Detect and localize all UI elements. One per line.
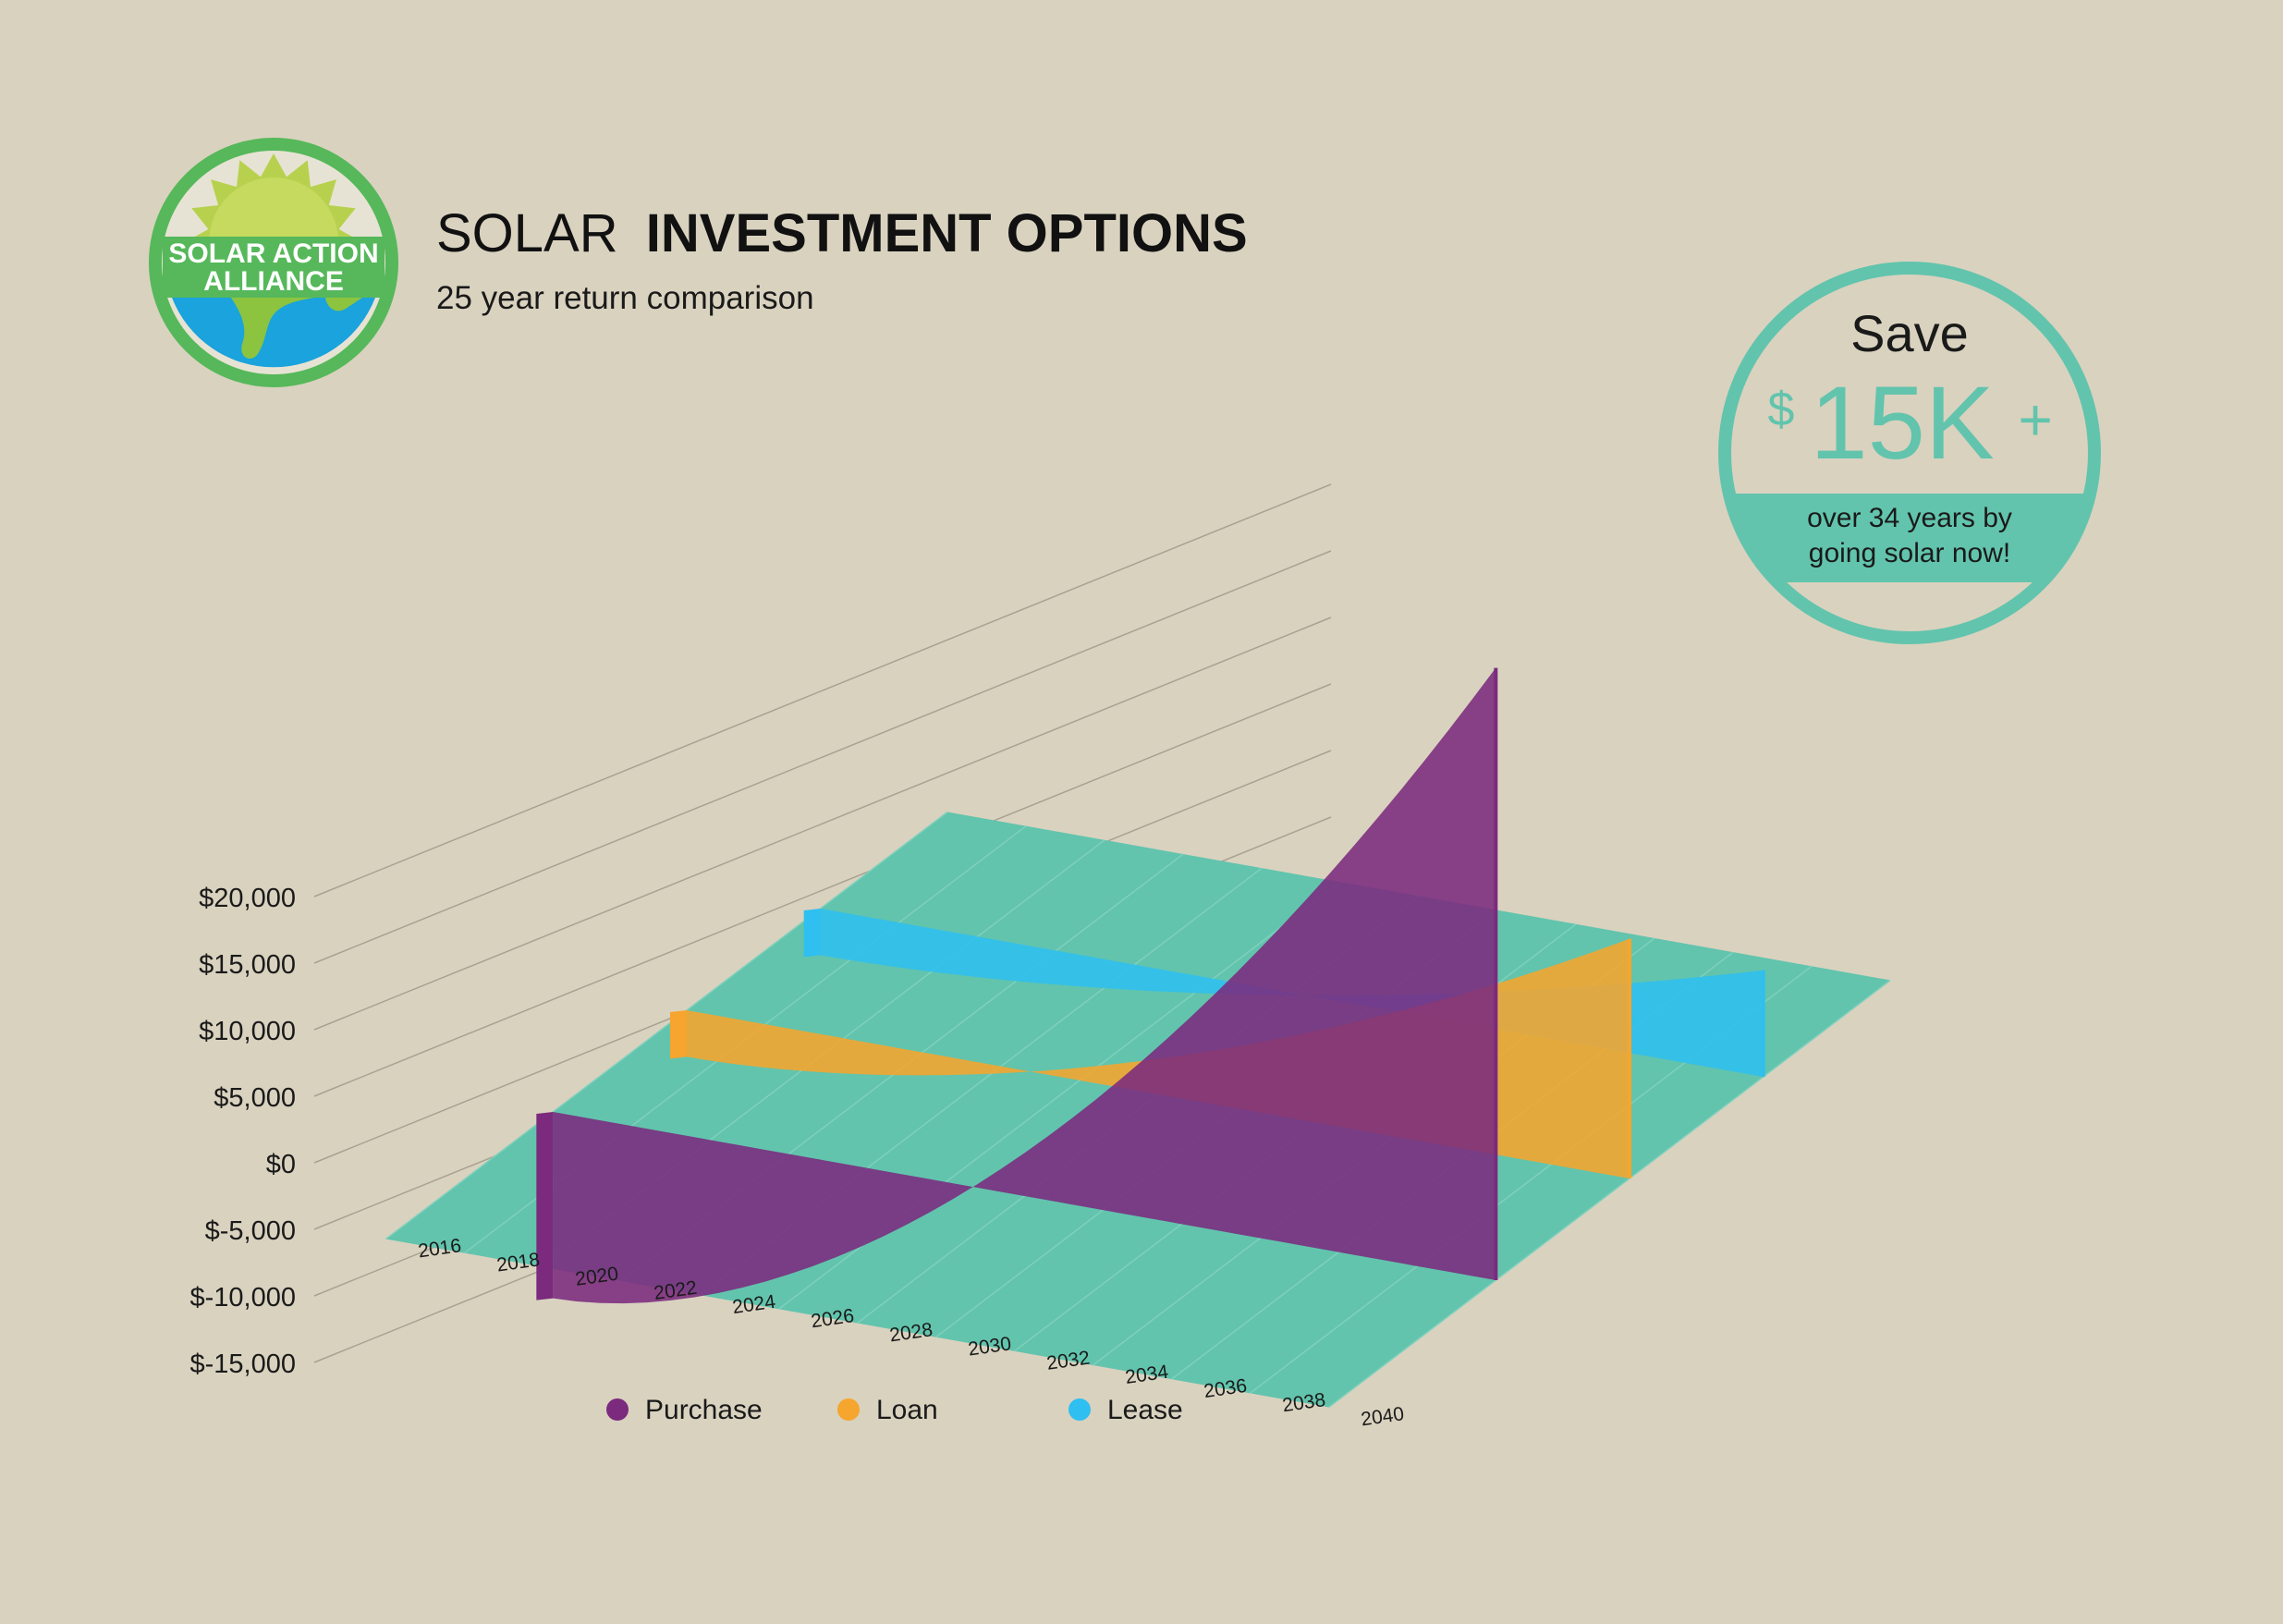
y-tick-label: $10,000 — [199, 1017, 296, 1046]
y-tick-label: $20,000 — [199, 884, 296, 913]
badge-amount: 15K — [1810, 365, 1994, 481]
plane-year-line — [385, 811, 948, 1240]
legend-item-lease: Lease — [1068, 1395, 1183, 1425]
legend-marker — [606, 1398, 629, 1421]
legend-label: Purchase — [645, 1395, 763, 1425]
title-bold: INVESTMENT OPTIONS — [646, 203, 1248, 263]
x-tick-label: 2040 — [1360, 1403, 1405, 1430]
badge-line1: over 34 years by — [1807, 503, 2012, 533]
legend-label: Lease — [1107, 1395, 1183, 1425]
badge-plus: + — [2018, 386, 2052, 453]
solar-action-alliance-logo: SOLAR ACTION ALLIANCE — [149, 138, 398, 387]
y-tick-label: $0 — [266, 1150, 296, 1179]
legend-item-purchase: Purchase — [606, 1395, 763, 1425]
legend-item-loan: Loan — [837, 1395, 938, 1425]
series-start-edge — [670, 1010, 687, 1059]
legend-marker — [1068, 1398, 1091, 1421]
badge-line2: going solar now! — [1809, 538, 2010, 568]
series-area-purchase — [553, 667, 1496, 1304]
series-areas — [536, 667, 1765, 1304]
y-gridline — [313, 550, 1332, 964]
earth-icon — [172, 298, 375, 368]
logo-text-line2: ALLIANCE — [203, 266, 344, 297]
y-tick-label: $15,000 — [199, 950, 296, 980]
y-gridline — [313, 483, 1332, 897]
savings-badge: Save $ 15K + over 34 years by going sola… — [1718, 262, 2101, 644]
page-subtitle: 25 year return comparison — [436, 280, 814, 316]
legend: Purchase Loan Lease — [606, 1395, 1183, 1425]
logo-text-line1: SOLAR ACTION — [168, 238, 378, 269]
y-tick-label: $-15,000 — [190, 1349, 297, 1379]
y-tick-label: $-10,000 — [190, 1283, 297, 1313]
y-tick-label: $5,000 — [214, 1083, 296, 1113]
y-gridline — [313, 683, 1332, 1097]
legend-label: Loan — [876, 1395, 938, 1425]
y-axis-labels: $-15,000 $-10,000 $-5,000 $0 $5,000 $10,000 $1… — [190, 884, 297, 1379]
y-gridline — [313, 617, 1332, 1031]
y-tick-label: $-5,000 — [205, 1216, 296, 1246]
series-start-edge — [536, 1112, 554, 1300]
title-light: SOLAR — [436, 203, 618, 263]
series-start-edge — [803, 909, 821, 958]
page-title: SOLAR INVESTMENT OPTIONS — [436, 203, 1248, 263]
legend-marker — [837, 1398, 860, 1421]
badge-currency: $ — [1768, 383, 1795, 436]
plane-year-line — [1328, 979, 1891, 1409]
badge-save-label: Save — [1850, 304, 1969, 362]
